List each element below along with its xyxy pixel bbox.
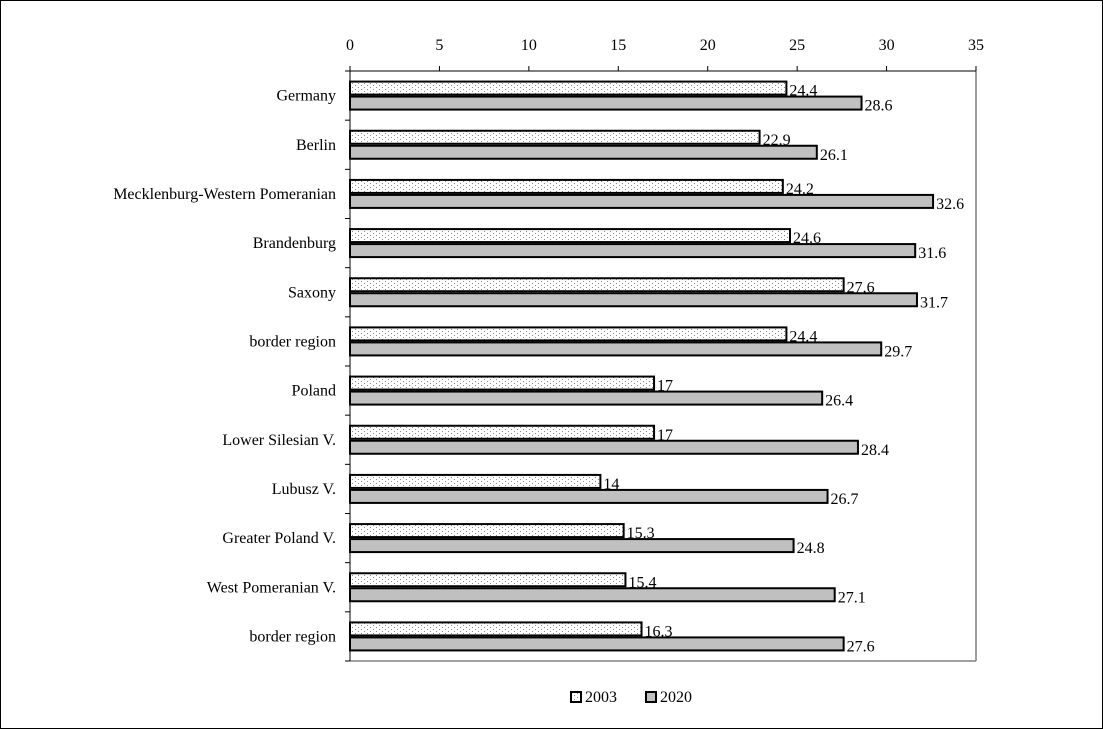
bar-2020-8 <box>349 488 829 504</box>
x-tick-label-3: 15 <box>610 37 626 54</box>
data-label-2020-11: 27.6 <box>847 638 875 655</box>
data-label-2003-10: 15.4 <box>628 574 656 591</box>
data-label-2003-11: 16.3 <box>645 623 673 640</box>
bar-2003-4 <box>349 277 845 293</box>
category-label-3: Brandenburg <box>253 235 336 252</box>
data-label-2003-8: 14 <box>603 476 619 493</box>
data-label-2020-9: 24.8 <box>797 540 825 557</box>
bar-2003-1 <box>349 129 761 145</box>
data-label-2003-2: 24.2 <box>786 181 814 198</box>
data-label-2003-3: 24.6 <box>793 230 821 247</box>
category-label-7: Lower Silesian V. <box>222 432 336 449</box>
bar-2003-11 <box>349 621 643 637</box>
data-label-2003-9: 15.3 <box>627 525 655 542</box>
bar-2020-9 <box>349 538 795 554</box>
bar-2020-3 <box>349 243 917 259</box>
x-tick-label-4: 20 <box>700 37 716 54</box>
bar-2003-8 <box>349 473 602 489</box>
category-label-6: Poland <box>292 383 336 400</box>
x-tick-label-6: 30 <box>879 37 895 54</box>
data-label-2003-4: 27.6 <box>847 279 875 296</box>
legend-label-2020: 2020 <box>660 689 692 706</box>
legend-swatch-2003 <box>570 691 582 703</box>
x-tick-label-0: 0 <box>346 37 354 54</box>
category-label-2: Mecklenburg-Western Pomeranian <box>113 186 336 203</box>
data-label-2003-0: 24.4 <box>789 83 817 100</box>
bar-2020-1 <box>349 144 818 160</box>
data-label-2020-2: 32.6 <box>936 196 964 213</box>
data-label-2020-5: 29.7 <box>884 343 912 360</box>
x-tick-label-1: 5 <box>435 37 443 54</box>
category-label-8: Lubusz V. <box>272 481 336 498</box>
x-tick-label-5: 25 <box>789 37 805 54</box>
bar-2003-2 <box>349 178 784 194</box>
bar-2020-2 <box>349 193 935 209</box>
category-label-9: Greater Poland V. <box>222 530 336 547</box>
bar-2003-5 <box>349 326 788 342</box>
bar-2020-6 <box>349 390 824 406</box>
category-label-4: Saxony <box>288 284 336 301</box>
category-label-10: West Pomeranian V. <box>207 579 336 596</box>
category-label-11: border region <box>249 628 336 645</box>
data-label-2020-1: 26.1 <box>820 147 848 164</box>
data-label-2020-8: 26.7 <box>831 491 859 508</box>
x-tick-label-2: 10 <box>521 37 537 54</box>
data-label-2003-1: 22.9 <box>763 132 791 149</box>
data-label-2020-0: 28.6 <box>865 98 893 115</box>
data-label-2003-7: 17 <box>657 427 673 444</box>
category-label-5: border region <box>249 333 336 350</box>
x-tick-label-7: 35 <box>968 37 984 54</box>
bar-2003-9 <box>349 523 625 539</box>
data-label-2020-7: 28.4 <box>861 442 889 459</box>
bar-2003-10 <box>349 572 627 588</box>
bar-2003-3 <box>349 228 791 244</box>
bar-2003-6 <box>349 375 656 391</box>
data-label-2020-6: 26.4 <box>825 393 853 410</box>
category-label-1: Berlin <box>296 137 336 154</box>
legend-label-2003: 2003 <box>585 689 617 706</box>
bar-2003-0 <box>349 80 788 96</box>
bar-2020-7 <box>349 439 859 455</box>
bar-2020-11 <box>349 636 845 652</box>
bar-2003-7 <box>349 424 656 440</box>
data-label-2020-3: 31.6 <box>918 245 946 262</box>
data-label-2003-5: 24.4 <box>789 328 817 345</box>
bar-2020-4 <box>349 292 918 308</box>
bar-2020-10 <box>349 587 836 603</box>
legend-swatch-2020 <box>645 691 657 703</box>
data-label-2020-4: 31.7 <box>920 294 948 311</box>
data-label-2020-10: 27.1 <box>838 589 866 606</box>
data-label-2003-6: 17 <box>657 378 673 395</box>
bar-2020-0 <box>349 95 863 111</box>
category-label-0: Germany <box>276 88 336 105</box>
